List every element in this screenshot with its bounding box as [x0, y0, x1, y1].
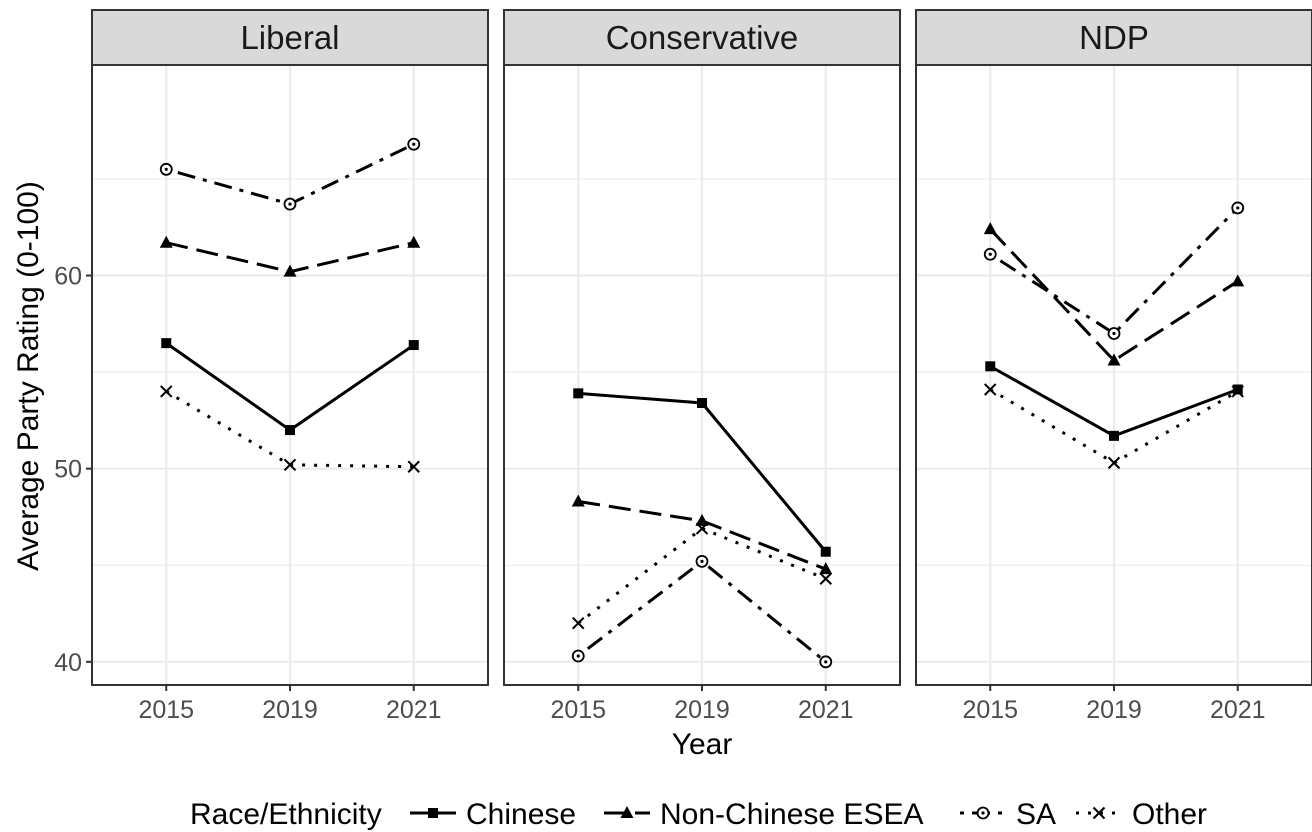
data-point-chinese [820, 546, 831, 557]
data-point-chinese [285, 425, 295, 436]
y-tick-label: 40 [54, 649, 82, 677]
data-point-non-chinese-esea [159, 235, 173, 248]
x-tick-label: 2019 [674, 696, 730, 724]
data-point-sa [983, 247, 997, 261]
legend-marker-chinese [428, 808, 438, 818]
data-point-other [984, 383, 997, 396]
data-point-other [572, 616, 585, 630]
data-point-other [819, 572, 832, 585]
panel-liberal: Liberal 2015 2019 2021 [91, 9, 489, 724]
x-axis-title: Year [672, 728, 733, 761]
data-point-non-chinese-esea [983, 222, 997, 235]
data-point-sa [1231, 201, 1245, 215]
x-tick-label: 2015 [550, 696, 606, 724]
panels-layer: Liberal 2015 2019 2021 Conservative 2015 2019 2… [54, 9, 1312, 724]
legend-title: Race/Ethnicity [190, 798, 382, 831]
data-point-non-chinese-esea [1231, 274, 1245, 287]
legend-key-chinese [410, 808, 456, 818]
legend: Race/Ethnicity Chinese Non-Chinese ESEA SA… [190, 798, 1207, 831]
x-tick-label: 2015 [138, 696, 194, 724]
data-point-sa [407, 137, 421, 151]
y-axis: 40 50 60 [54, 263, 92, 677]
legend-marker-other [1092, 806, 1106, 820]
panel-conservative: Conservative 2015 2019 2021 [503, 9, 901, 724]
x-tick-label: 2019 [262, 696, 318, 724]
data-point-non-chinese-esea [819, 562, 833, 575]
data-point-chinese [697, 398, 707, 409]
x-tick-label: 2019 [1086, 696, 1142, 724]
facet-strip-ndp [915, 9, 1312, 66]
data-point-sa [819, 655, 833, 669]
data-point-sa [571, 649, 585, 663]
legend-marker-non-chinese-esea [620, 806, 634, 818]
facet-title-ndp: NDP [1079, 19, 1149, 56]
data-point-other [160, 385, 173, 398]
data-point-sa [283, 197, 297, 211]
facet-strip-liberal [91, 9, 489, 66]
y-axis-title: Average Party Rating (0-100) [12, 181, 45, 571]
y-tick-label: 60 [54, 263, 82, 291]
data-point-non-chinese-esea [695, 513, 709, 526]
y-tick-label: 50 [54, 456, 82, 484]
data-point-other [1231, 385, 1244, 398]
data-point-chinese [408, 340, 419, 351]
panel-ndp: NDP 2015 2019 2021 [915, 9, 1312, 724]
data-point-non-chinese-esea [283, 264, 297, 277]
data-point-chinese [573, 388, 584, 399]
legend-key-non-chinese-esea [604, 806, 650, 818]
facet-title-liberal: Liberal [240, 19, 339, 56]
data-point-non-chinese-esea [407, 235, 421, 248]
data-point-sa [159, 162, 173, 176]
data-point-chinese [1232, 384, 1243, 395]
data-point-chinese [985, 361, 996, 372]
facet-strip-conservative [503, 9, 901, 66]
legend-key-other [1076, 806, 1122, 820]
legend-label-other: Other [1132, 798, 1207, 831]
legend-label-chinese: Chinese [466, 798, 576, 831]
data-point-other [407, 460, 420, 473]
data-point-sa [695, 554, 709, 568]
legend-marker-sa [976, 806, 990, 820]
x-tick-label: 2021 [798, 696, 854, 724]
legend-label-sa: SA [1016, 798, 1056, 831]
legend-label-non-chinese-esea: Non-Chinese ESEA [660, 798, 923, 831]
data-point-other [283, 458, 297, 472]
x-tick-label: 2015 [962, 696, 1018, 724]
legend-key-sa [960, 806, 1006, 820]
data-point-other [1107, 456, 1121, 470]
data-point-chinese [1109, 430, 1119, 441]
x-tick-label: 2021 [386, 696, 442, 724]
data-point-sa [1107, 327, 1121, 340]
x-tick-label: 2021 [1210, 696, 1266, 724]
data-point-chinese [161, 338, 172, 349]
data-point-non-chinese-esea [1107, 353, 1121, 366]
facet-title-conservative: Conservative [606, 19, 799, 56]
data-point-other [695, 522, 709, 535]
data-point-non-chinese-esea [571, 494, 585, 507]
